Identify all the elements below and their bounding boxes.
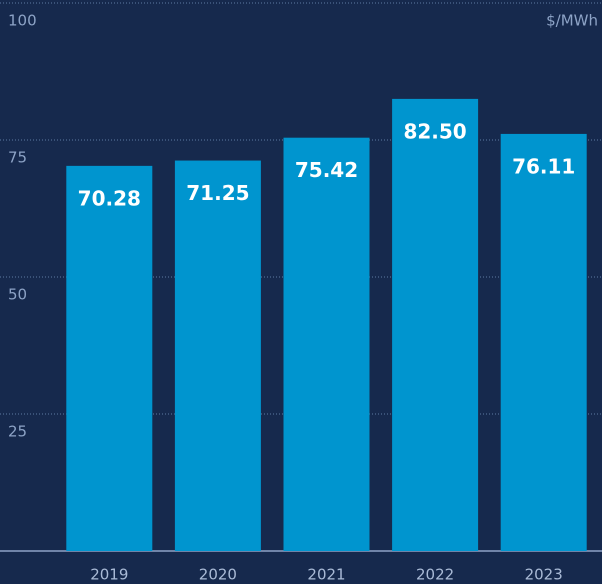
bar <box>283 137 370 551</box>
value-label: 76.11 <box>512 154 575 178</box>
bar <box>66 165 153 551</box>
unit-label: $/MWh <box>546 12 598 30</box>
bar <box>392 98 479 552</box>
x-tick-label: 2020 <box>199 566 237 584</box>
value-label: 82.50 <box>403 119 466 143</box>
x-tick-label: 2021 <box>307 566 345 584</box>
y-tick-label: 50 <box>8 286 27 304</box>
x-tick-label: 2023 <box>525 566 563 584</box>
value-label: 70.28 <box>78 186 141 210</box>
x-tick-label: 2022 <box>416 566 454 584</box>
bar <box>174 160 261 552</box>
bar <box>500 133 587 551</box>
y-tick-label: 100 <box>8 12 37 30</box>
y-tick-label: 25 <box>8 423 27 441</box>
value-label: 75.42 <box>295 158 358 182</box>
value-label: 71.25 <box>186 181 249 205</box>
x-tick-label: 2019 <box>90 566 128 584</box>
y-tick-label: 75 <box>8 149 27 167</box>
